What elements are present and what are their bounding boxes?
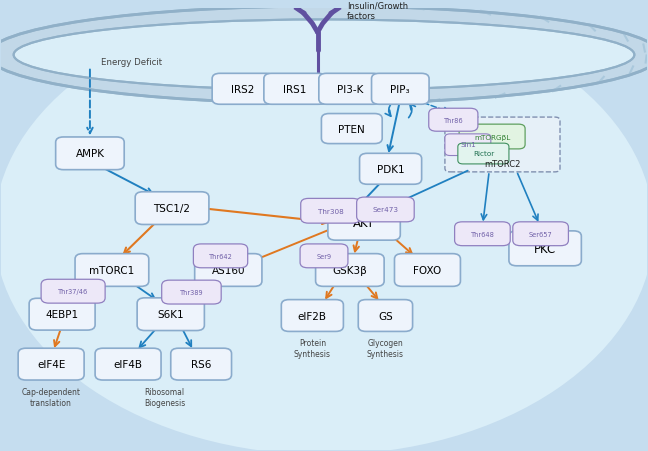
FancyBboxPatch shape — [56, 138, 124, 170]
Text: eIF4E: eIF4E — [37, 359, 65, 369]
FancyBboxPatch shape — [301, 199, 360, 224]
Text: 4EBP1: 4EBP1 — [45, 309, 78, 319]
Text: eIF4B: eIF4B — [113, 359, 143, 369]
FancyBboxPatch shape — [360, 154, 422, 185]
FancyBboxPatch shape — [455, 222, 510, 246]
Text: Cap-dependent
translation: Cap-dependent translation — [21, 387, 80, 407]
FancyBboxPatch shape — [194, 254, 262, 287]
FancyBboxPatch shape — [193, 244, 248, 268]
Text: Rictor: Rictor — [473, 151, 494, 157]
Ellipse shape — [14, 20, 634, 91]
Text: GSK3β: GSK3β — [332, 265, 367, 276]
FancyBboxPatch shape — [75, 254, 149, 287]
Text: Thr642: Thr642 — [209, 253, 233, 259]
Text: PI3-K: PI3-K — [337, 85, 363, 95]
FancyBboxPatch shape — [264, 74, 326, 105]
Text: mTORGβL: mTORGβL — [474, 134, 510, 140]
Text: Thr37/46: Thr37/46 — [58, 289, 88, 295]
FancyBboxPatch shape — [513, 222, 568, 246]
Text: Glycogen
Synthesis: Glycogen Synthesis — [367, 338, 404, 358]
Text: eIF2B: eIF2B — [298, 311, 327, 321]
Text: Thr86: Thr86 — [443, 117, 463, 124]
FancyBboxPatch shape — [458, 144, 509, 165]
Text: Insulin/Growth
factors: Insulin/Growth factors — [347, 1, 408, 21]
FancyBboxPatch shape — [459, 125, 525, 150]
Text: Thr648: Thr648 — [470, 231, 494, 237]
FancyBboxPatch shape — [445, 134, 491, 156]
FancyBboxPatch shape — [29, 299, 95, 331]
FancyBboxPatch shape — [18, 349, 84, 380]
Text: TSC1/2: TSC1/2 — [154, 204, 191, 214]
Text: AKT: AKT — [353, 217, 375, 230]
FancyBboxPatch shape — [41, 280, 105, 304]
Text: PKC: PKC — [534, 242, 556, 255]
Text: Ser657: Ser657 — [529, 231, 553, 237]
FancyBboxPatch shape — [445, 118, 560, 172]
Text: Protein
Synthesis: Protein Synthesis — [294, 338, 331, 358]
Text: mTORC2: mTORC2 — [484, 159, 520, 168]
Text: PDK1: PDK1 — [376, 165, 404, 175]
Ellipse shape — [0, 7, 648, 104]
FancyBboxPatch shape — [328, 206, 400, 241]
Text: RS6: RS6 — [191, 359, 211, 369]
Text: IRS2: IRS2 — [231, 85, 255, 95]
Text: FOXO: FOXO — [413, 265, 441, 276]
FancyBboxPatch shape — [319, 74, 381, 105]
Text: AS160: AS160 — [211, 265, 245, 276]
FancyBboxPatch shape — [395, 254, 461, 287]
Text: Ribosomal
Biogenesis: Ribosomal Biogenesis — [144, 387, 185, 407]
FancyBboxPatch shape — [300, 244, 348, 268]
FancyBboxPatch shape — [509, 231, 581, 266]
FancyBboxPatch shape — [358, 300, 413, 331]
Text: IRS1: IRS1 — [283, 85, 307, 95]
Text: GS: GS — [378, 311, 393, 321]
Text: mTORC1: mTORC1 — [89, 265, 135, 276]
Text: Thr389: Thr389 — [179, 290, 203, 295]
Text: AMPK: AMPK — [75, 149, 104, 159]
Text: Ser9: Ser9 — [316, 253, 332, 259]
FancyBboxPatch shape — [429, 109, 478, 132]
FancyBboxPatch shape — [162, 281, 221, 304]
FancyBboxPatch shape — [171, 349, 231, 380]
FancyBboxPatch shape — [137, 298, 204, 331]
FancyBboxPatch shape — [371, 74, 429, 105]
Text: Thr308: Thr308 — [318, 208, 343, 214]
Text: PIP₃: PIP₃ — [391, 85, 410, 95]
FancyBboxPatch shape — [95, 349, 161, 380]
Text: Ser473: Ser473 — [373, 207, 399, 213]
FancyBboxPatch shape — [356, 198, 414, 222]
Text: Energy Deficit: Energy Deficit — [101, 58, 162, 67]
FancyBboxPatch shape — [281, 300, 343, 331]
Text: S6K1: S6K1 — [157, 309, 184, 319]
FancyBboxPatch shape — [316, 254, 384, 287]
Text: Sin1: Sin1 — [460, 142, 476, 148]
FancyBboxPatch shape — [135, 192, 209, 225]
FancyBboxPatch shape — [321, 114, 382, 144]
Ellipse shape — [0, 5, 648, 451]
FancyBboxPatch shape — [212, 74, 274, 105]
Text: PTEN: PTEN — [338, 124, 365, 134]
